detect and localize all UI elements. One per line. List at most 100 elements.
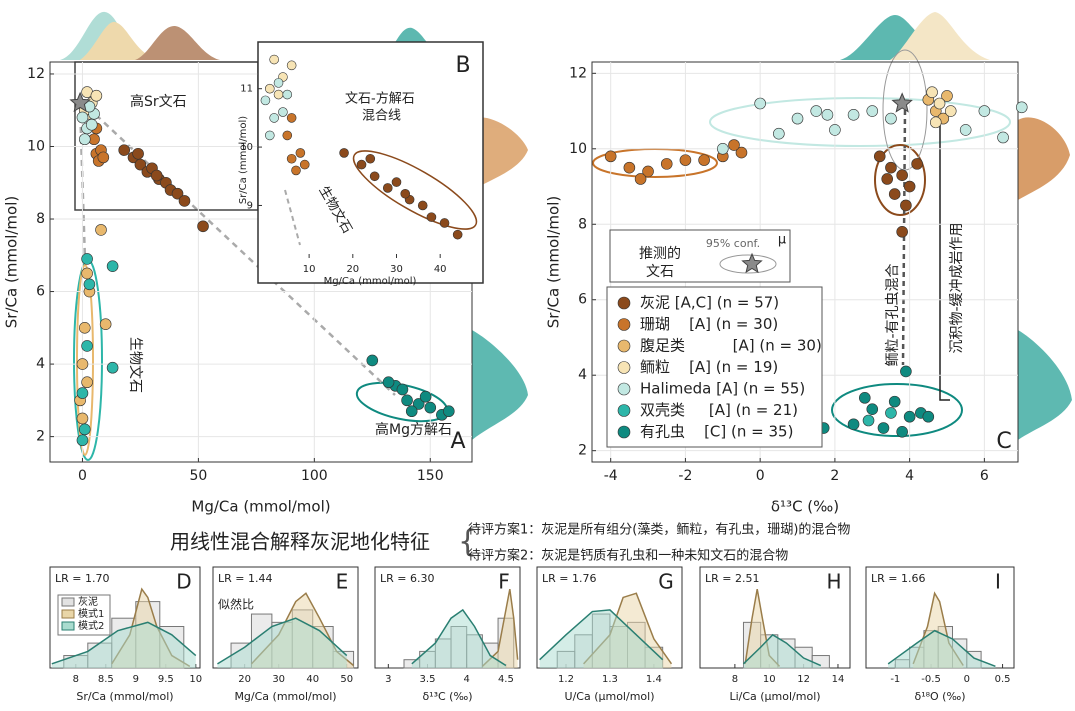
y-tick-label: 9 [247,200,253,211]
point [83,278,96,291]
likelihood-ratio: LR = 1.70 [55,572,109,585]
point [847,109,860,121]
point [90,89,103,102]
x-tick-label: 8 [73,674,79,685]
x-tick-label: -2 [678,468,692,484]
point [997,131,1009,144]
inset-point [452,229,463,240]
x-tick-label: 9 [133,674,139,685]
decorations: { [73,49,1011,560]
point [885,407,897,419]
x-axis-label: Li/Ca (μmol/mol) [729,690,820,703]
key-ellipse [719,254,777,274]
point [903,410,916,423]
inset-point [382,183,393,193]
inset-point [286,60,297,71]
inset-point [282,89,293,100]
point [1015,101,1028,114]
point [679,154,692,166]
x-tick-label: 30 [272,674,285,685]
x-tick-label: 3.5 [420,674,436,685]
x-tick-label: 20 [238,674,251,685]
inset-y-label: Sr/Ca (mmol/mol) [238,116,249,204]
x-tick-label: 1.2 [558,674,574,685]
x-tick-label: 9.5 [158,674,174,685]
point [900,199,912,212]
y-tick-label: 12 [569,65,587,81]
point [888,395,901,408]
legend-swatch [617,339,631,353]
point [821,109,834,121]
point [106,361,119,374]
y-axis-label: Sr/Ca (mmol/mol) [3,196,21,328]
point [922,410,935,423]
inset-point [365,153,376,164]
likelihood-ratio: LR = 6.30 [380,572,434,585]
point [660,158,673,170]
model-curve [51,621,197,665]
estimated-aragonite [69,91,91,113]
plot-frame [591,61,1019,463]
point [728,139,740,151]
y-tick-label: 6 [578,292,587,308]
panel-label: F [498,570,510,594]
point [754,97,766,110]
annotation: 高Sr文石 [130,93,187,110]
panel-label: D [176,570,191,594]
x-axis-label: δ¹³C (‰) [422,690,472,703]
x-tick-label: -0.5 [921,674,941,685]
legend-box [606,286,823,448]
x-tick-label: 10 [763,674,776,685]
point [97,151,110,164]
x-axis-label: Sr/Ca (mmol/mol) [76,690,173,703]
point [862,414,875,427]
option: 待评方案2：灰泥是钙质有孔虫和一种未知文石的混合物 [468,548,788,564]
legend-label: 珊瑚 [A] (n = 30) [640,315,778,333]
inset-point [273,89,284,100]
x-tick-label: 20 [346,264,359,275]
x-tick-label: 30 [390,264,403,275]
legend-swatch [617,318,631,331]
point [900,365,912,378]
point [382,376,395,389]
x-tick-label: 10 [189,674,202,685]
point [443,405,455,418]
annotation: 沉积物-缓冲成岩作用 [949,222,965,353]
inset-point [264,130,275,141]
point [885,112,897,125]
point [171,187,184,200]
legend-label: 灰泥 [78,595,98,608]
inset-point [299,159,310,170]
point [903,180,916,193]
x-tick-label: 14 [832,674,845,685]
x-tick-label: 40 [306,674,319,685]
x-tick-label: 1.3 [602,674,618,685]
inset-point [260,95,271,106]
panel-label: A [450,429,465,454]
model-curve [539,609,664,661]
point [178,195,191,207]
x-axis-label: Mg/Ca (mmol/mol) [191,498,330,516]
point [118,144,130,156]
panel-label: B [455,53,470,78]
annotation: 高Mg方解石 [375,421,452,438]
model-fill [411,609,506,668]
x-axis-label: δ¹⁸O (‰) [914,690,965,703]
key-title: 推测的 [639,246,681,262]
point [634,173,647,185]
x-axis-label: δ¹³C (‰) [771,498,839,516]
model-curve [481,589,519,667]
inset-point [426,212,437,222]
likelihood-ratio: LR = 1.66 [871,572,925,585]
point [95,224,107,236]
point [847,418,860,431]
point [604,150,617,163]
confidence-ellipse [352,150,478,230]
inset-point [391,177,402,187]
x-tick-label: 0 [964,674,970,685]
inset-point [291,165,301,176]
key-mu: μ [778,233,786,248]
x-tick-label: 2 [830,468,839,484]
point [85,118,98,131]
